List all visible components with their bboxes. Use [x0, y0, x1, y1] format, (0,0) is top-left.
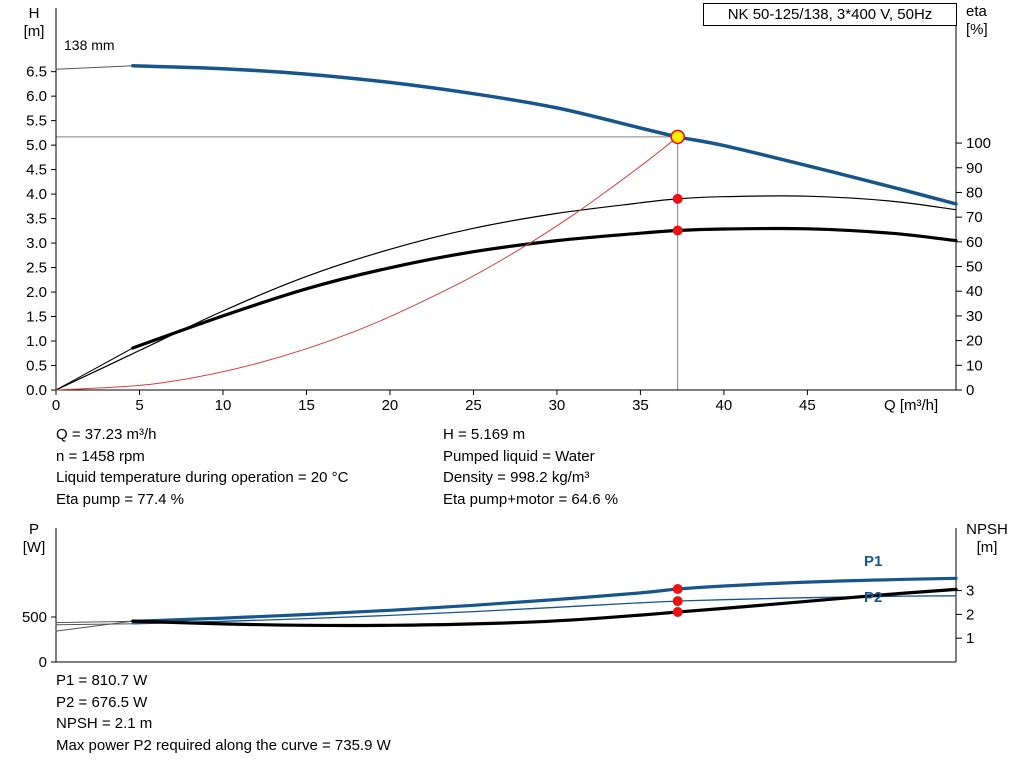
p2-duty-dot [672, 596, 683, 607]
tick-label: 30 [549, 397, 566, 414]
npsh-curve-extension [55, 620, 134, 632]
tick-label: 0.0 [26, 382, 47, 399]
tick-label: 1.5 [26, 309, 47, 326]
power-npsh-chart: 0 500 1 2 3 [22, 528, 974, 671]
tick-label: 0 [39, 654, 47, 671]
npsh-curve [131, 587, 958, 628]
duty-info-left-column: Q = 37.23 m³/h n = 1458 rpm Liquid tempe… [56, 424, 348, 510]
head-curve [131, 64, 958, 206]
tick-label: 5.0 [26, 137, 47, 154]
eta-pump-curve [55, 195, 957, 391]
tick-label: 4.0 [26, 186, 47, 203]
q-axis-title: Q [m³/h] [884, 397, 939, 414]
p2-curve-label: P2 [864, 589, 883, 606]
tick-label: 25 [465, 397, 482, 414]
duty-flow-text: Q = 37.23 m³/h [56, 426, 157, 443]
tick-label: 3.0 [26, 235, 47, 252]
duty-temperature-text: Liquid temperature during operation = 20… [56, 469, 349, 486]
tick-label: 2.0 [26, 284, 47, 301]
duty-point[interactable] [670, 129, 686, 145]
tick-label: 60 [966, 234, 983, 251]
tick-label: 10 [215, 397, 232, 414]
tick-label: 6.0 [26, 88, 47, 105]
tick-label: 70 [966, 209, 983, 226]
eta-pump-duty-dot [672, 193, 683, 204]
duty-eta-pump-text: Eta pump = 77.4 % [56, 490, 184, 508]
p-axis-title-symbol: P [28, 521, 39, 538]
tick-label: 20 [382, 397, 399, 414]
p2-curve-extension [55, 623, 134, 626]
tick-label: 10 [966, 357, 983, 374]
pump-designation-box: NK 50-125/138, 3*400 V, 50Hz [703, 3, 957, 26]
duty-liquid-text: Pumped liquid = Water [443, 447, 595, 465]
npsh-axis-title-unit: [m] [976, 539, 998, 556]
npsh-duty-dot [672, 607, 683, 617]
tick-label: 45 [799, 397, 816, 414]
tick-label: 40 [966, 283, 983, 300]
tick-label: 35 [632, 397, 649, 414]
eta-pump-motor-curve [131, 226, 958, 350]
duty-speed-text: n = 1458 rpm [56, 447, 145, 465]
tick-label: 1 [966, 630, 974, 647]
p1-result-text: P1 = 810.7 W [56, 672, 148, 689]
tick-label: 0 [966, 382, 974, 399]
result-info-block: P1 = 810.7 W P2 = 676.5 W NPSH = 2.1 m M… [56, 670, 391, 756]
tick-label: 100 [966, 135, 991, 152]
tick-label: 20 [966, 333, 983, 350]
p2-result-text: P2 = 676.5 W [56, 693, 148, 711]
tick-label: 2.5 [26, 260, 47, 277]
p1-duty-dot [672, 584, 683, 594]
tick-label: 0.5 [26, 358, 47, 375]
p1-curve-label: P1 [864, 553, 883, 570]
duty-density-text: Density = 998.2 kg/m³ [443, 469, 590, 486]
tick-label: 15 [298, 397, 315, 414]
head-curve-extension [55, 65, 134, 70]
duty-eta-total-text: Eta pump+motor = 64.6 % [443, 490, 619, 508]
tick-label: 5 [135, 397, 143, 414]
tick-label: 500 [22, 609, 47, 626]
tick-label: 5.5 [26, 113, 47, 130]
max-power-result-text: Max power P2 required along the curve = … [56, 736, 391, 754]
eta-axis-title-unit: [%] [966, 21, 988, 38]
tick-label: 3 [966, 583, 974, 600]
h-axis-title: H [m] [14, 5, 54, 41]
tick-label: 30 [966, 308, 983, 325]
eta-axis-title-symbol: eta [966, 3, 987, 20]
tick-label: 40 [716, 397, 733, 414]
tick-label: 50 [966, 259, 983, 276]
tick-label: 90 [966, 160, 983, 177]
tick-label: 1.0 [26, 333, 47, 350]
tick-label: 4.5 [26, 162, 47, 179]
npsh-axis-title: NPSH [m] [962, 521, 1012, 557]
tick-label: 3.5 [26, 211, 47, 228]
h-q-eta-chart: 0.0 0.5 1.0 1.5 2.0 2.5 3.0 3.5 4.0 4.5 5.0 5.5 6.0 6… [26, 8, 991, 414]
tick-label: 80 [966, 184, 983, 201]
h-axis-title-unit: [m] [23, 23, 45, 40]
p1-curve-extension [55, 620, 134, 624]
duty-head-text: H = 5.169 m [443, 426, 526, 443]
system-curve [55, 136, 679, 391]
p-axis-title: P [W] [14, 521, 54, 557]
npsh-axis-title-symbol: NPSH [966, 521, 1008, 538]
eta-axis-title: eta [%] [966, 3, 1016, 39]
tick-label: 0 [52, 397, 60, 414]
p1-curve [131, 576, 958, 623]
eta-pump-motor-duty-dot [672, 225, 683, 236]
tick-label: 6.5 [26, 64, 47, 81]
duty-info-right-column: H = 5.169 m Pumped liquid = Water Densit… [443, 424, 618, 510]
tick-label: 2 [966, 606, 974, 623]
npsh-result-text: NPSH = 2.1 m [56, 715, 153, 732]
p-axis-title-unit: [W] [22, 539, 46, 556]
h-axis-title-symbol: H [28, 5, 40, 22]
eta-pump-motor-extension [55, 347, 134, 391]
p2-curve [132, 595, 957, 625]
impeller-diameter-label: 138 mm [64, 37, 115, 53]
